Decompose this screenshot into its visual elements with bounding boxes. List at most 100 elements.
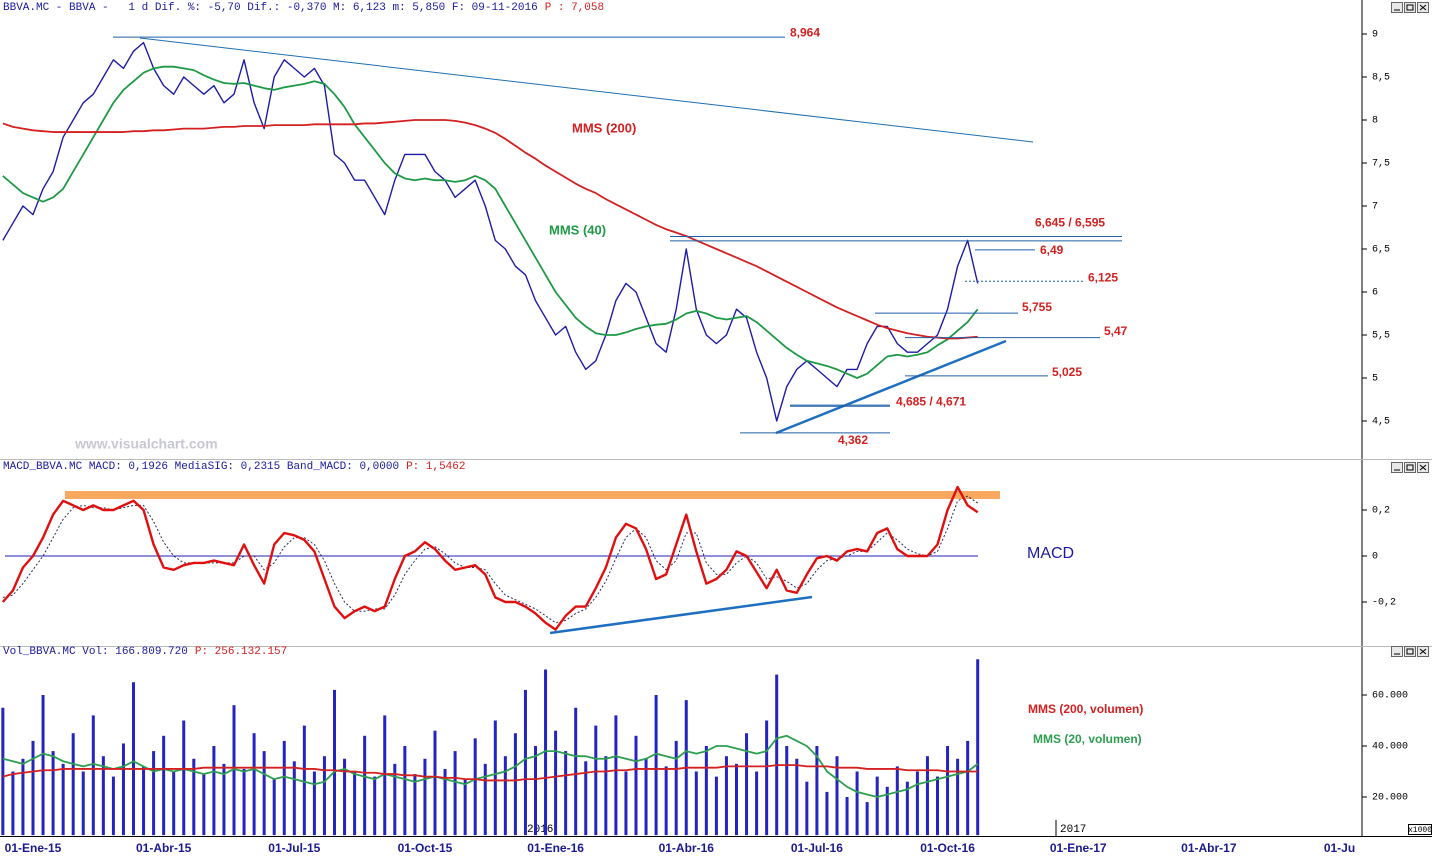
volume-bar bbox=[333, 689, 336, 836]
volume-bar bbox=[61, 763, 65, 836]
series-line bbox=[2, 65, 979, 379]
series-label: MMS (40) bbox=[549, 222, 606, 237]
series-label: MMS (20, volumen) bbox=[1033, 732, 1142, 746]
volume-bar bbox=[624, 771, 628, 836]
volume-bar bbox=[413, 774, 417, 836]
x-tick-label: 01-Jul-15 bbox=[268, 841, 320, 855]
volume-bar bbox=[343, 758, 347, 836]
panel-header-highlight: P : 7,058 bbox=[545, 2, 604, 14]
minimize-button[interactable] bbox=[1391, 2, 1403, 13]
year-label: 2017 bbox=[1060, 824, 1086, 836]
volume-bar bbox=[433, 730, 437, 836]
trend-line bbox=[139, 37, 1034, 143]
volume-bar bbox=[714, 776, 718, 836]
volume-bar bbox=[523, 689, 527, 836]
x-tick-label: 01-Ju bbox=[1324, 841, 1355, 855]
y-tick-label: 9 bbox=[1372, 30, 1378, 41]
volume-bar bbox=[31, 740, 35, 836]
panel-header: BBVA.MC - BBVA - 1 d Dif. %: -5,70 Dif.:… bbox=[3, 2, 538, 14]
y-tick-label: 7,5 bbox=[1372, 159, 1390, 170]
volume-bar bbox=[162, 735, 166, 836]
volume-bar bbox=[101, 756, 105, 836]
volume-bar bbox=[142, 766, 146, 836]
volume-bar bbox=[242, 768, 246, 836]
x-tick-label: 01-Oct-16 bbox=[920, 841, 975, 855]
minimize-button[interactable] bbox=[1391, 646, 1403, 657]
volume-bar bbox=[956, 758, 960, 836]
level-label: 4,362 bbox=[838, 433, 868, 447]
volume-bar bbox=[644, 758, 648, 836]
panel bbox=[1, 485, 979, 631]
volume-bar bbox=[815, 746, 819, 836]
volume-bar bbox=[312, 771, 316, 836]
volume-bar bbox=[905, 781, 909, 836]
volume-bar bbox=[976, 659, 980, 836]
panel bbox=[2, 41, 979, 422]
volume-bar bbox=[172, 771, 176, 836]
y-tick-label: 8 bbox=[1372, 116, 1378, 127]
level-label: 5,755 bbox=[1022, 300, 1052, 314]
series-line bbox=[2, 119, 978, 340]
volume-bar bbox=[875, 776, 879, 836]
series-line bbox=[2, 764, 978, 782]
maximize-button[interactable] bbox=[1404, 462, 1416, 473]
volume-bar bbox=[584, 761, 588, 836]
level-label: 5,025 bbox=[1052, 365, 1082, 379]
volume-bar bbox=[11, 771, 15, 836]
close-button[interactable] bbox=[1417, 462, 1429, 473]
series-label: MACD bbox=[1027, 545, 1074, 562]
maximize-button[interactable] bbox=[1404, 2, 1416, 13]
volume-bar bbox=[353, 771, 357, 836]
volume-bar bbox=[554, 730, 558, 836]
volume-bar bbox=[202, 774, 206, 836]
year-label: 2016 bbox=[527, 824, 553, 836]
volume-bar bbox=[121, 743, 125, 836]
volume-bar bbox=[634, 735, 638, 836]
x-tick-label: 01-Abr-15 bbox=[136, 841, 192, 855]
volume-bar bbox=[483, 763, 487, 836]
trend-line bbox=[775, 339, 1007, 435]
volume-bar bbox=[212, 746, 216, 836]
minimize-button[interactable] bbox=[1391, 462, 1403, 473]
volume-bar bbox=[925, 756, 929, 836]
panel-header-highlight: P: 1,5462 bbox=[406, 461, 465, 473]
volume-bar bbox=[885, 786, 889, 836]
volume-bar bbox=[895, 766, 899, 836]
volume-bar bbox=[795, 758, 799, 836]
y-tick-label: 5 bbox=[1372, 374, 1378, 385]
volume-bar bbox=[544, 669, 548, 836]
unit-label: x1000 bbox=[1408, 826, 1432, 835]
volume-bar bbox=[383, 715, 387, 836]
close-button[interactable] bbox=[1417, 2, 1429, 13]
volume-bar bbox=[393, 763, 397, 836]
close-button[interactable] bbox=[1417, 646, 1429, 657]
volume-bar bbox=[132, 682, 135, 836]
volume-bar bbox=[443, 768, 447, 836]
volume-bar bbox=[71, 733, 75, 836]
volume-bar bbox=[966, 740, 970, 836]
y-tick-label: 8,5 bbox=[1372, 73, 1390, 84]
y-tick-label: 60.000 bbox=[1372, 691, 1408, 702]
volume-bar bbox=[724, 756, 728, 836]
volume-bar bbox=[694, 771, 698, 836]
level-label: 6,49 bbox=[1040, 243, 1064, 257]
volume-bar bbox=[473, 738, 477, 836]
volume-bar bbox=[232, 705, 236, 836]
volume-bar bbox=[915, 771, 919, 836]
x-tick-label: 01-Jul-16 bbox=[791, 841, 843, 855]
series-line bbox=[1, 485, 979, 631]
volume-bar bbox=[503, 756, 507, 836]
volume-bar bbox=[302, 725, 306, 836]
volume-bar bbox=[775, 674, 779, 836]
volume-bar bbox=[493, 720, 497, 836]
volume-bar bbox=[604, 756, 608, 836]
volume-bar bbox=[785, 746, 789, 836]
volume-bar bbox=[1, 707, 5, 836]
series-line bbox=[2, 41, 979, 422]
volume-bar bbox=[51, 751, 55, 836]
volume-bar bbox=[423, 758, 427, 836]
volume-bar bbox=[252, 733, 256, 836]
volume-bar bbox=[363, 735, 367, 836]
maximize-button[interactable] bbox=[1404, 646, 1416, 657]
window-buttons bbox=[1391, 2, 1429, 657]
